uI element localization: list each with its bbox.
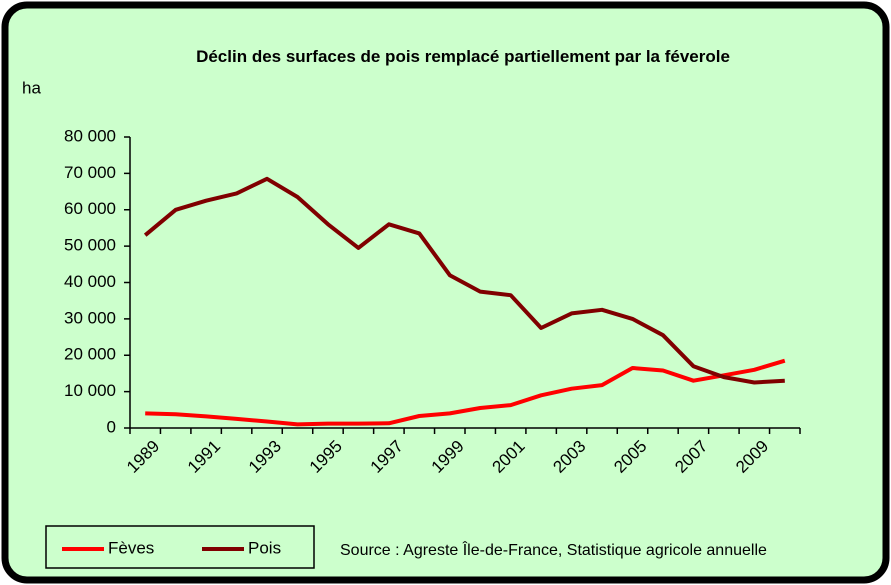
legend-box: [45, 525, 315, 569]
y-tick-label: 50 000: [64, 236, 116, 255]
chart-title: Déclin des surfaces de pois remplacé par…: [196, 47, 730, 66]
y-tick-label: 60 000: [64, 199, 116, 218]
y-tick-label: 0: [107, 417, 116, 436]
legend-label: Pois: [248, 538, 281, 557]
legend-label: Fèves: [108, 538, 154, 557]
y-axis-label: ha: [22, 78, 41, 97]
y-tick-label: 20 000: [64, 345, 116, 364]
y-tick-label: 80 000: [64, 126, 116, 145]
y-tick-label: 10 000: [64, 381, 116, 400]
y-tick-label: 40 000: [64, 272, 116, 291]
series-line: [145, 358, 786, 427]
y-tick-label: 30 000: [64, 308, 116, 327]
source: Source : Agreste Île-de-France, Statisti…: [340, 540, 767, 559]
y-tick-label: 70 000: [64, 163, 116, 182]
series-line: [143, 176, 785, 385]
